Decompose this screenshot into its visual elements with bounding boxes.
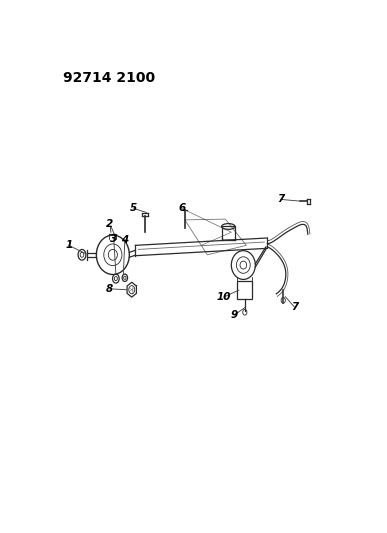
- Text: 6: 6: [178, 204, 185, 213]
- Text: 7: 7: [277, 195, 284, 204]
- Text: 10: 10: [217, 292, 231, 302]
- Text: 92714 2100: 92714 2100: [63, 71, 156, 85]
- Text: 8: 8: [106, 284, 113, 294]
- Text: 3: 3: [110, 234, 117, 244]
- Text: 5: 5: [130, 204, 137, 213]
- Text: 2: 2: [106, 219, 113, 229]
- Text: 4: 4: [121, 235, 128, 245]
- Text: 1: 1: [65, 240, 72, 251]
- Text: 9: 9: [231, 310, 238, 320]
- Text: 7: 7: [291, 302, 298, 312]
